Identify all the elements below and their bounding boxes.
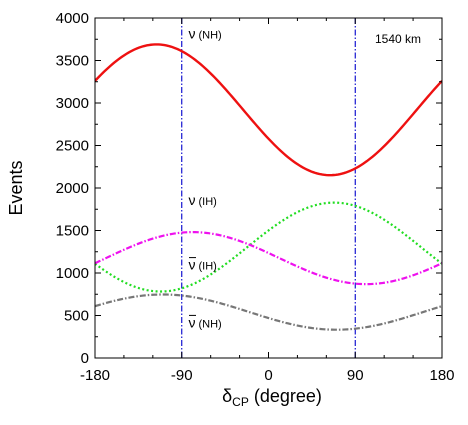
series-label-3: ν (IH) [188, 257, 216, 273]
x-tick-label: 90 [347, 367, 364, 384]
y-axis-title: Events [6, 160, 26, 215]
y-tick-label: 1500 [56, 223, 89, 240]
x-axis-title-unit: (degree) [249, 386, 322, 406]
series-label-tag: (IH) [198, 196, 216, 208]
series-line-4 [95, 293, 442, 331]
x-axis-title-symbol: δ [222, 386, 232, 406]
series-label-symbol: ν [188, 25, 195, 41]
series-label-tag: (IH) [198, 261, 216, 273]
y-tick-label: 1000 [56, 265, 89, 282]
x-tick-label: -180 [80, 367, 110, 384]
series-label-symbol: ν [188, 314, 195, 330]
series-label-symbol: ν [188, 192, 195, 208]
series-line-1 [95, 43, 442, 177]
baseline-annotation: 1540 km [375, 32, 421, 46]
series-label-tag: (NH) [198, 29, 221, 41]
x-tick-label: -90 [171, 367, 193, 384]
plot-frame [94, 17, 443, 359]
y-tick-label: 0 [81, 350, 89, 367]
series-line-3 [95, 231, 442, 286]
x-tick-label: 0 [264, 367, 272, 384]
y-tick-label: 2500 [56, 138, 89, 155]
y-tick-label: 3500 [56, 53, 89, 70]
series-label-symbol: ν [188, 257, 195, 273]
x-axis-title: δCP (degree) [222, 386, 322, 409]
x-tick-label: 180 [429, 367, 454, 384]
y-tick-label: 2000 [56, 180, 89, 197]
x-axis-title-subscript: CP [232, 395, 249, 409]
y-tick-label: 500 [64, 308, 89, 325]
series-label-4: ν (NH) [188, 314, 221, 330]
y-tick-label: 3000 [56, 95, 89, 112]
series-line-2 [95, 201, 442, 293]
series-label-1: ν (NH) [188, 25, 221, 41]
series-label-2: ν (IH) [188, 192, 216, 208]
y-tick-label: 4000 [56, 10, 89, 27]
series-label-tag: (NH) [198, 318, 221, 330]
